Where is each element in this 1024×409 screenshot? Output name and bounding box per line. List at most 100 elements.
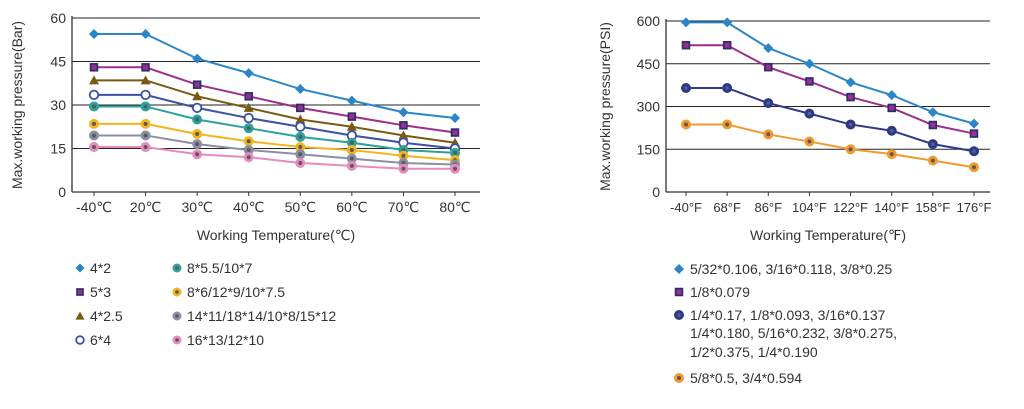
circle-marker-dot xyxy=(972,165,976,170)
circle-marker-dot xyxy=(848,147,853,152)
data-point xyxy=(804,108,815,119)
circle-marker-dot xyxy=(349,163,354,168)
data-point xyxy=(89,63,99,72)
diamond-marker xyxy=(295,84,306,95)
diamond-marker xyxy=(969,118,979,129)
y-tick-label: 0 xyxy=(58,184,66,200)
square-marker-inner xyxy=(765,64,771,70)
legend-item: 6*4 xyxy=(75,332,111,348)
series-5 xyxy=(89,118,460,166)
y-axis-title: Max.working pressure(Bar) xyxy=(9,21,25,189)
data-point xyxy=(763,43,774,54)
chart-1: 0 150 300 450 600 -40°F 68°F 86°F 104°F 122°F 140°… xyxy=(597,13,991,243)
circle-marker xyxy=(140,89,151,100)
circle-marker-dot xyxy=(246,126,251,131)
data-point xyxy=(763,129,774,140)
legend-label: 5/8*0.5, 3/4*0.594 xyxy=(690,370,802,386)
data-point xyxy=(244,92,253,101)
square-marker-inner xyxy=(930,122,936,128)
x-axis-title: Working Temperature(℉) xyxy=(750,227,906,243)
data-point xyxy=(295,142,306,153)
data-point xyxy=(140,101,151,112)
legend-item: 16*13/12*10 xyxy=(172,332,264,348)
data-point xyxy=(927,155,938,166)
data-point xyxy=(192,114,203,125)
legend-marker xyxy=(172,287,182,297)
circle-marker-dot xyxy=(195,132,200,136)
y-tick-label: 60 xyxy=(50,10,66,26)
data-point xyxy=(295,121,306,132)
series-line xyxy=(686,123,975,169)
data-point xyxy=(243,102,254,112)
legend-item: 1/4*0.17, 1/8*0.093, 3/16*0.137 1/4*0.180… xyxy=(674,307,897,360)
legend-item: 5/8*0.5, 3/4*0.594 xyxy=(674,370,802,386)
data-point xyxy=(928,120,938,130)
y-tick-label: 450 xyxy=(637,56,661,72)
series-line xyxy=(686,86,975,153)
legend-marker xyxy=(75,311,85,320)
data-point xyxy=(845,77,856,88)
series-3 xyxy=(681,119,979,173)
circle-marker-dot xyxy=(92,145,96,150)
circle-marker-dot xyxy=(848,122,853,127)
data-point xyxy=(927,139,938,150)
square-marker-inner xyxy=(143,64,149,70)
circle-marker-dot xyxy=(195,142,200,147)
data-point xyxy=(886,149,897,160)
legend-label: 8*6/12*9/10*7.5 xyxy=(187,284,285,300)
diamond-marker xyxy=(722,17,733,28)
diamond-marker xyxy=(346,95,357,106)
circle-marker-dot xyxy=(175,266,179,270)
legend-label: 1/4*0.17, 1/8*0.093, 3/16*0.137 xyxy=(690,307,886,323)
diamond-marker xyxy=(674,264,684,274)
circle-marker-dot xyxy=(298,161,303,165)
data-point xyxy=(243,144,254,155)
x-tick-label: 122°F xyxy=(833,200,868,215)
data-point xyxy=(927,107,938,118)
legend-marker xyxy=(172,335,182,345)
data-point xyxy=(681,82,691,93)
legend-label: 5/32*0.106, 3/16*0.118, 3/8*0.25 xyxy=(690,261,892,277)
circle-marker-dot xyxy=(725,86,729,90)
data-point xyxy=(295,84,306,95)
series-0 xyxy=(89,28,460,124)
circle-marker xyxy=(75,335,85,345)
series-1 xyxy=(681,40,979,138)
series-line xyxy=(94,105,456,154)
data-point xyxy=(88,89,100,100)
data-point xyxy=(140,142,151,153)
data-point xyxy=(846,92,855,102)
circle-marker-dot xyxy=(930,158,935,163)
data-point xyxy=(346,144,357,155)
data-point xyxy=(681,17,691,28)
circle-marker-dot xyxy=(972,149,976,153)
data-point xyxy=(346,153,357,164)
triangle-marker xyxy=(89,75,99,85)
x-tick-label: 80℃ xyxy=(439,199,470,215)
data-point xyxy=(295,158,306,168)
legend-marker xyxy=(172,311,182,321)
data-point xyxy=(89,130,99,141)
legend-left: 4*2 5*3 4*2.5 6*4 8*5.5/10*7 8*6/12*9/10*7.5 1… xyxy=(75,260,336,348)
circle-marker-dot xyxy=(889,152,894,157)
data-point xyxy=(347,112,357,121)
data-point xyxy=(398,130,409,140)
circle-marker-dot xyxy=(246,155,251,160)
data-point xyxy=(886,125,897,136)
data-point xyxy=(192,91,203,101)
data-point xyxy=(89,142,99,153)
circle-marker-dot xyxy=(684,122,688,127)
data-point xyxy=(845,144,856,155)
circle-marker-dot xyxy=(195,152,200,157)
data-point xyxy=(845,119,856,130)
diamond-marker xyxy=(804,58,815,69)
legend-label: 16*13/12*10 xyxy=(187,332,264,348)
series-line xyxy=(94,66,456,134)
triangle-marker xyxy=(295,114,306,124)
series-line xyxy=(686,21,975,125)
legend-item: 14*11/18*14/10*8/15*12 xyxy=(172,308,336,324)
circle-marker-dot xyxy=(175,314,179,318)
series-2 xyxy=(681,82,979,157)
diamond-marker xyxy=(450,113,460,124)
circle-marker-dot xyxy=(298,145,303,150)
